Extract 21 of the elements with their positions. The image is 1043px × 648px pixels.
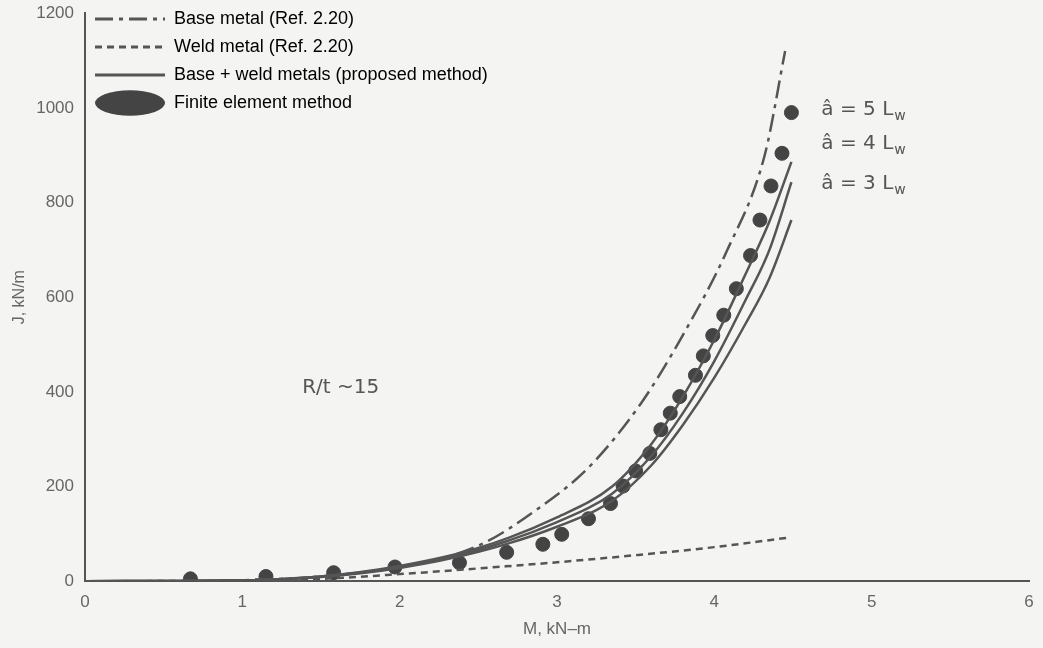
legend-label: Base metal (Ref. 2.20) — [174, 7, 355, 28]
y-tick-label: 200 — [45, 476, 75, 496]
legend-label: Finite element method — [174, 91, 353, 112]
y-tick-label: 1000 — [36, 97, 75, 117]
x-tick-label: 4 — [709, 592, 720, 612]
annotation: R/t ~15 — [302, 374, 380, 399]
y-tick-label: 400 — [45, 381, 75, 401]
y-tick-label: 0 — [64, 570, 75, 590]
x-tick-label: 6 — [1024, 592, 1034, 612]
y-axis-title: J, kN/m — [10, 270, 28, 325]
x-tick-label: 0 — [80, 592, 90, 612]
x-axis-title: M, kN–m — [523, 619, 592, 639]
legend-label: Weld metal (Ref. 2.20) — [174, 35, 354, 56]
x-tick-label: 1 — [237, 592, 248, 612]
x-tick-label: 2 — [394, 592, 405, 612]
y-tick-label: 800 — [45, 192, 75, 212]
x-tick-label: 3 — [552, 592, 562, 612]
x-tick-label: 5 — [866, 592, 877, 612]
y-tick-label: 600 — [45, 286, 75, 306]
legend-label: Base + weld metals (proposed method) — [174, 63, 488, 84]
y-tick-label: 1200 — [36, 2, 75, 22]
